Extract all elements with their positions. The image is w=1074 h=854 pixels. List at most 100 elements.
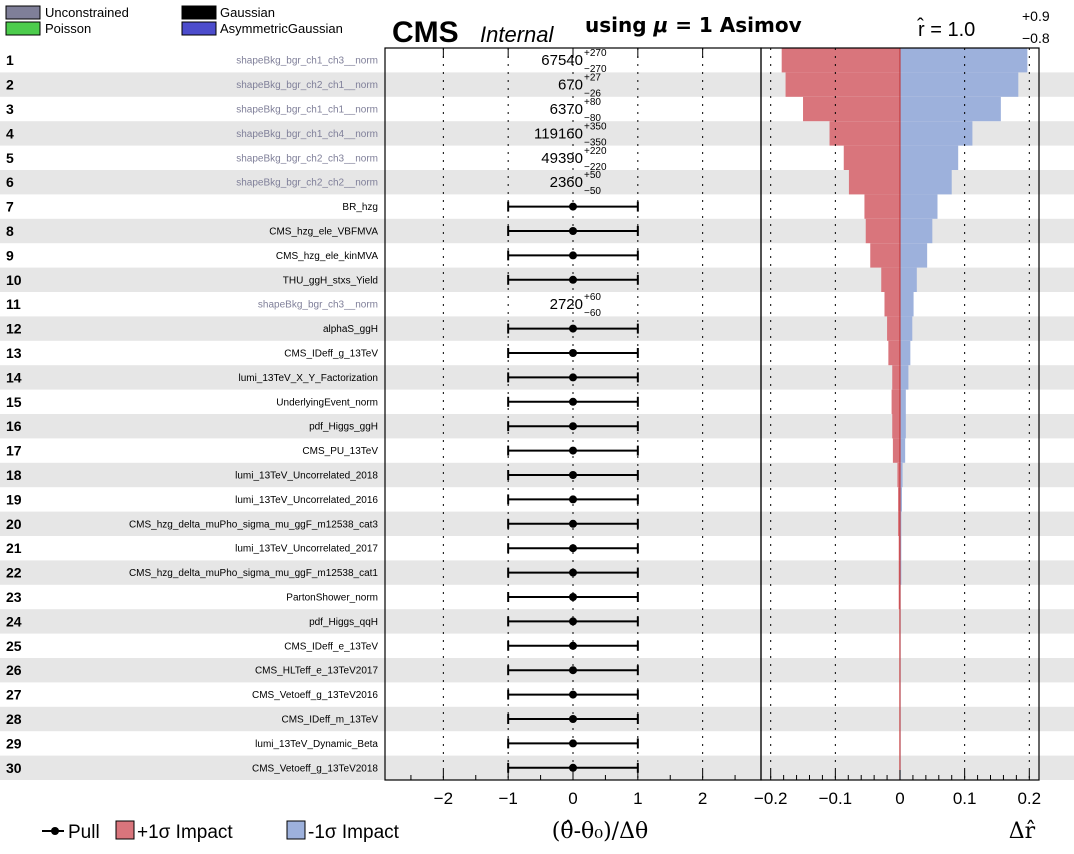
parameter-name: CMS_hzg_ele_VBFMVA <box>269 227 378 238</box>
norm-up-error: +80 <box>584 97 601 108</box>
legend-label-poisson: Poisson <box>45 21 91 36</box>
legend-swatch-asymmetric-gaussian <box>181 21 217 36</box>
rank-label: 28 <box>6 711 22 727</box>
legend-label-asymmetric-gaussian: AsymmetricGaussian <box>220 21 343 36</box>
rank-label: 25 <box>6 638 22 654</box>
minus-impact-bar <box>900 414 906 439</box>
rank-label: 14 <box>6 369 22 385</box>
plus-impact-bar <box>898 487 900 512</box>
pull-point <box>569 617 577 626</box>
parameter-name: PartonShower_norm <box>286 593 378 604</box>
minus-impact-bar <box>900 389 906 414</box>
plus-impact-bar <box>898 511 900 536</box>
plus-impact-swatch <box>115 820 135 840</box>
norm-down-error: −26 <box>584 89 601 100</box>
norm-up-error: +350 <box>584 121 607 132</box>
pull-gridlines <box>442 48 704 780</box>
norm-value: 2720 <box>550 296 583 313</box>
parameter-name: CMS_IDeff_g_13TeV <box>284 349 378 360</box>
parameter-name: CMS_PU_13TeV <box>302 446 378 457</box>
minus-impact-bar <box>900 170 952 195</box>
minus-impact-bar <box>900 365 909 390</box>
cms-label: CMS <box>392 16 459 49</box>
parameter-name: CMS_hzg_delta_muPho_sigma_mu_ggF_m12538_… <box>129 568 378 579</box>
rank-label: 2 <box>6 77 14 93</box>
plus-impact-bar <box>864 194 900 219</box>
plus-impact-bar <box>898 560 900 585</box>
minus-impact-bar <box>900 511 902 536</box>
parameter-name: shapeBkg_bgr_ch1_ch1__norm <box>236 105 378 116</box>
pull-tick-label: −2 <box>434 789 453 808</box>
legend-swatch-poisson <box>5 21 41 36</box>
pull-point <box>569 568 577 577</box>
rank-label: 30 <box>6 760 22 776</box>
norm-value: 670 <box>558 77 583 94</box>
rank-label: 20 <box>6 516 22 532</box>
pull-point <box>569 373 577 382</box>
rank-label: 19 <box>6 491 22 507</box>
minus-impact-bar <box>900 218 933 244</box>
norm-up-error: +60 <box>584 292 601 303</box>
pull-tick-label: 1 <box>633 789 642 808</box>
impact-tick-label: 0 <box>895 789 904 808</box>
parameter-name: lumi_13TeV_Dynamic_Beta <box>255 739 378 750</box>
rhat-label: r̂ = 1.0 <box>916 17 975 41</box>
pull-point <box>569 446 577 455</box>
rank-label: 4 <box>6 125 14 141</box>
pull-tick-label: 2 <box>698 789 707 808</box>
rank-label: 10 <box>6 272 22 288</box>
impact-tick-label: −0.1 <box>819 789 853 808</box>
plus-impact-bar <box>898 536 900 561</box>
pull-point <box>569 397 577 406</box>
rank-label: 11 <box>6 296 21 312</box>
rank-label: 8 <box>6 223 14 239</box>
minus-impact-bar <box>900 560 902 585</box>
rank-label: 18 <box>6 467 22 483</box>
parameter-name-labels: shapeBkg_bgr_ch1_ch3__norm shapeBkg_bgr_c… <box>129 56 378 775</box>
parameter-name: CMS_hzg_delta_muPho_sigma_mu_ggF_m12538_… <box>129 519 378 530</box>
rank-label: 12 <box>6 321 22 337</box>
minus-impact-bar <box>900 121 973 146</box>
pull-point <box>569 544 577 553</box>
norm-down-error: −220 <box>584 162 607 173</box>
rank-label: 21 <box>6 540 22 556</box>
norm-down-error: −60 <box>584 308 601 319</box>
minus-impact-bar <box>900 462 903 488</box>
minus-impact-bar <box>900 438 906 463</box>
rank-label: 27 <box>6 687 22 703</box>
parameter-name: CMS_Vetoeff_g_13TeV2016 <box>252 690 378 701</box>
pull-point <box>569 202 577 211</box>
pull-axis-ticks: −2 −1 0 1 2 <box>410 48 736 808</box>
rank-label: 16 <box>6 418 22 434</box>
pull-point <box>569 422 577 431</box>
pull-point <box>569 324 577 333</box>
impact-legend: Pull +1σ Impact -1σ Impact <box>42 820 400 843</box>
plus-impact-bar <box>803 96 900 122</box>
minus-impact-label: -1σ Impact <box>308 822 400 843</box>
plus-impact-bar <box>843 145 900 170</box>
rank-label: 6 <box>6 174 14 190</box>
parameter-name: shapeBkg_bgr_ch2_ch1__norm <box>236 80 378 91</box>
norm-up-error: +270 <box>584 48 607 59</box>
plus-impact-bar <box>870 243 900 268</box>
pull-point <box>569 739 577 748</box>
norm-down-error: −80 <box>584 113 601 124</box>
norm-value: 2360 <box>550 174 583 191</box>
legend-swatch-gaussian <box>181 5 217 20</box>
plus-impact-bar <box>848 170 900 195</box>
pull-tick-label: −1 <box>498 789 517 808</box>
parameter-name: pdf_Higgs_ggH <box>309 422 378 433</box>
pull-point <box>569 641 577 650</box>
pull-point <box>569 471 577 479</box>
parameter-name: lumi_13TeV_X_Y_Factorization <box>238 373 378 384</box>
plus-impact-bar <box>884 292 900 317</box>
impact-bars <box>781 48 1028 780</box>
minus-impact-bar <box>900 292 914 317</box>
impact-gridlines <box>770 48 1030 780</box>
norm-down-error: −270 <box>584 64 607 75</box>
plus-impact-bar <box>892 365 900 390</box>
pull-point <box>569 495 577 504</box>
minus-impact-bar <box>900 267 917 292</box>
